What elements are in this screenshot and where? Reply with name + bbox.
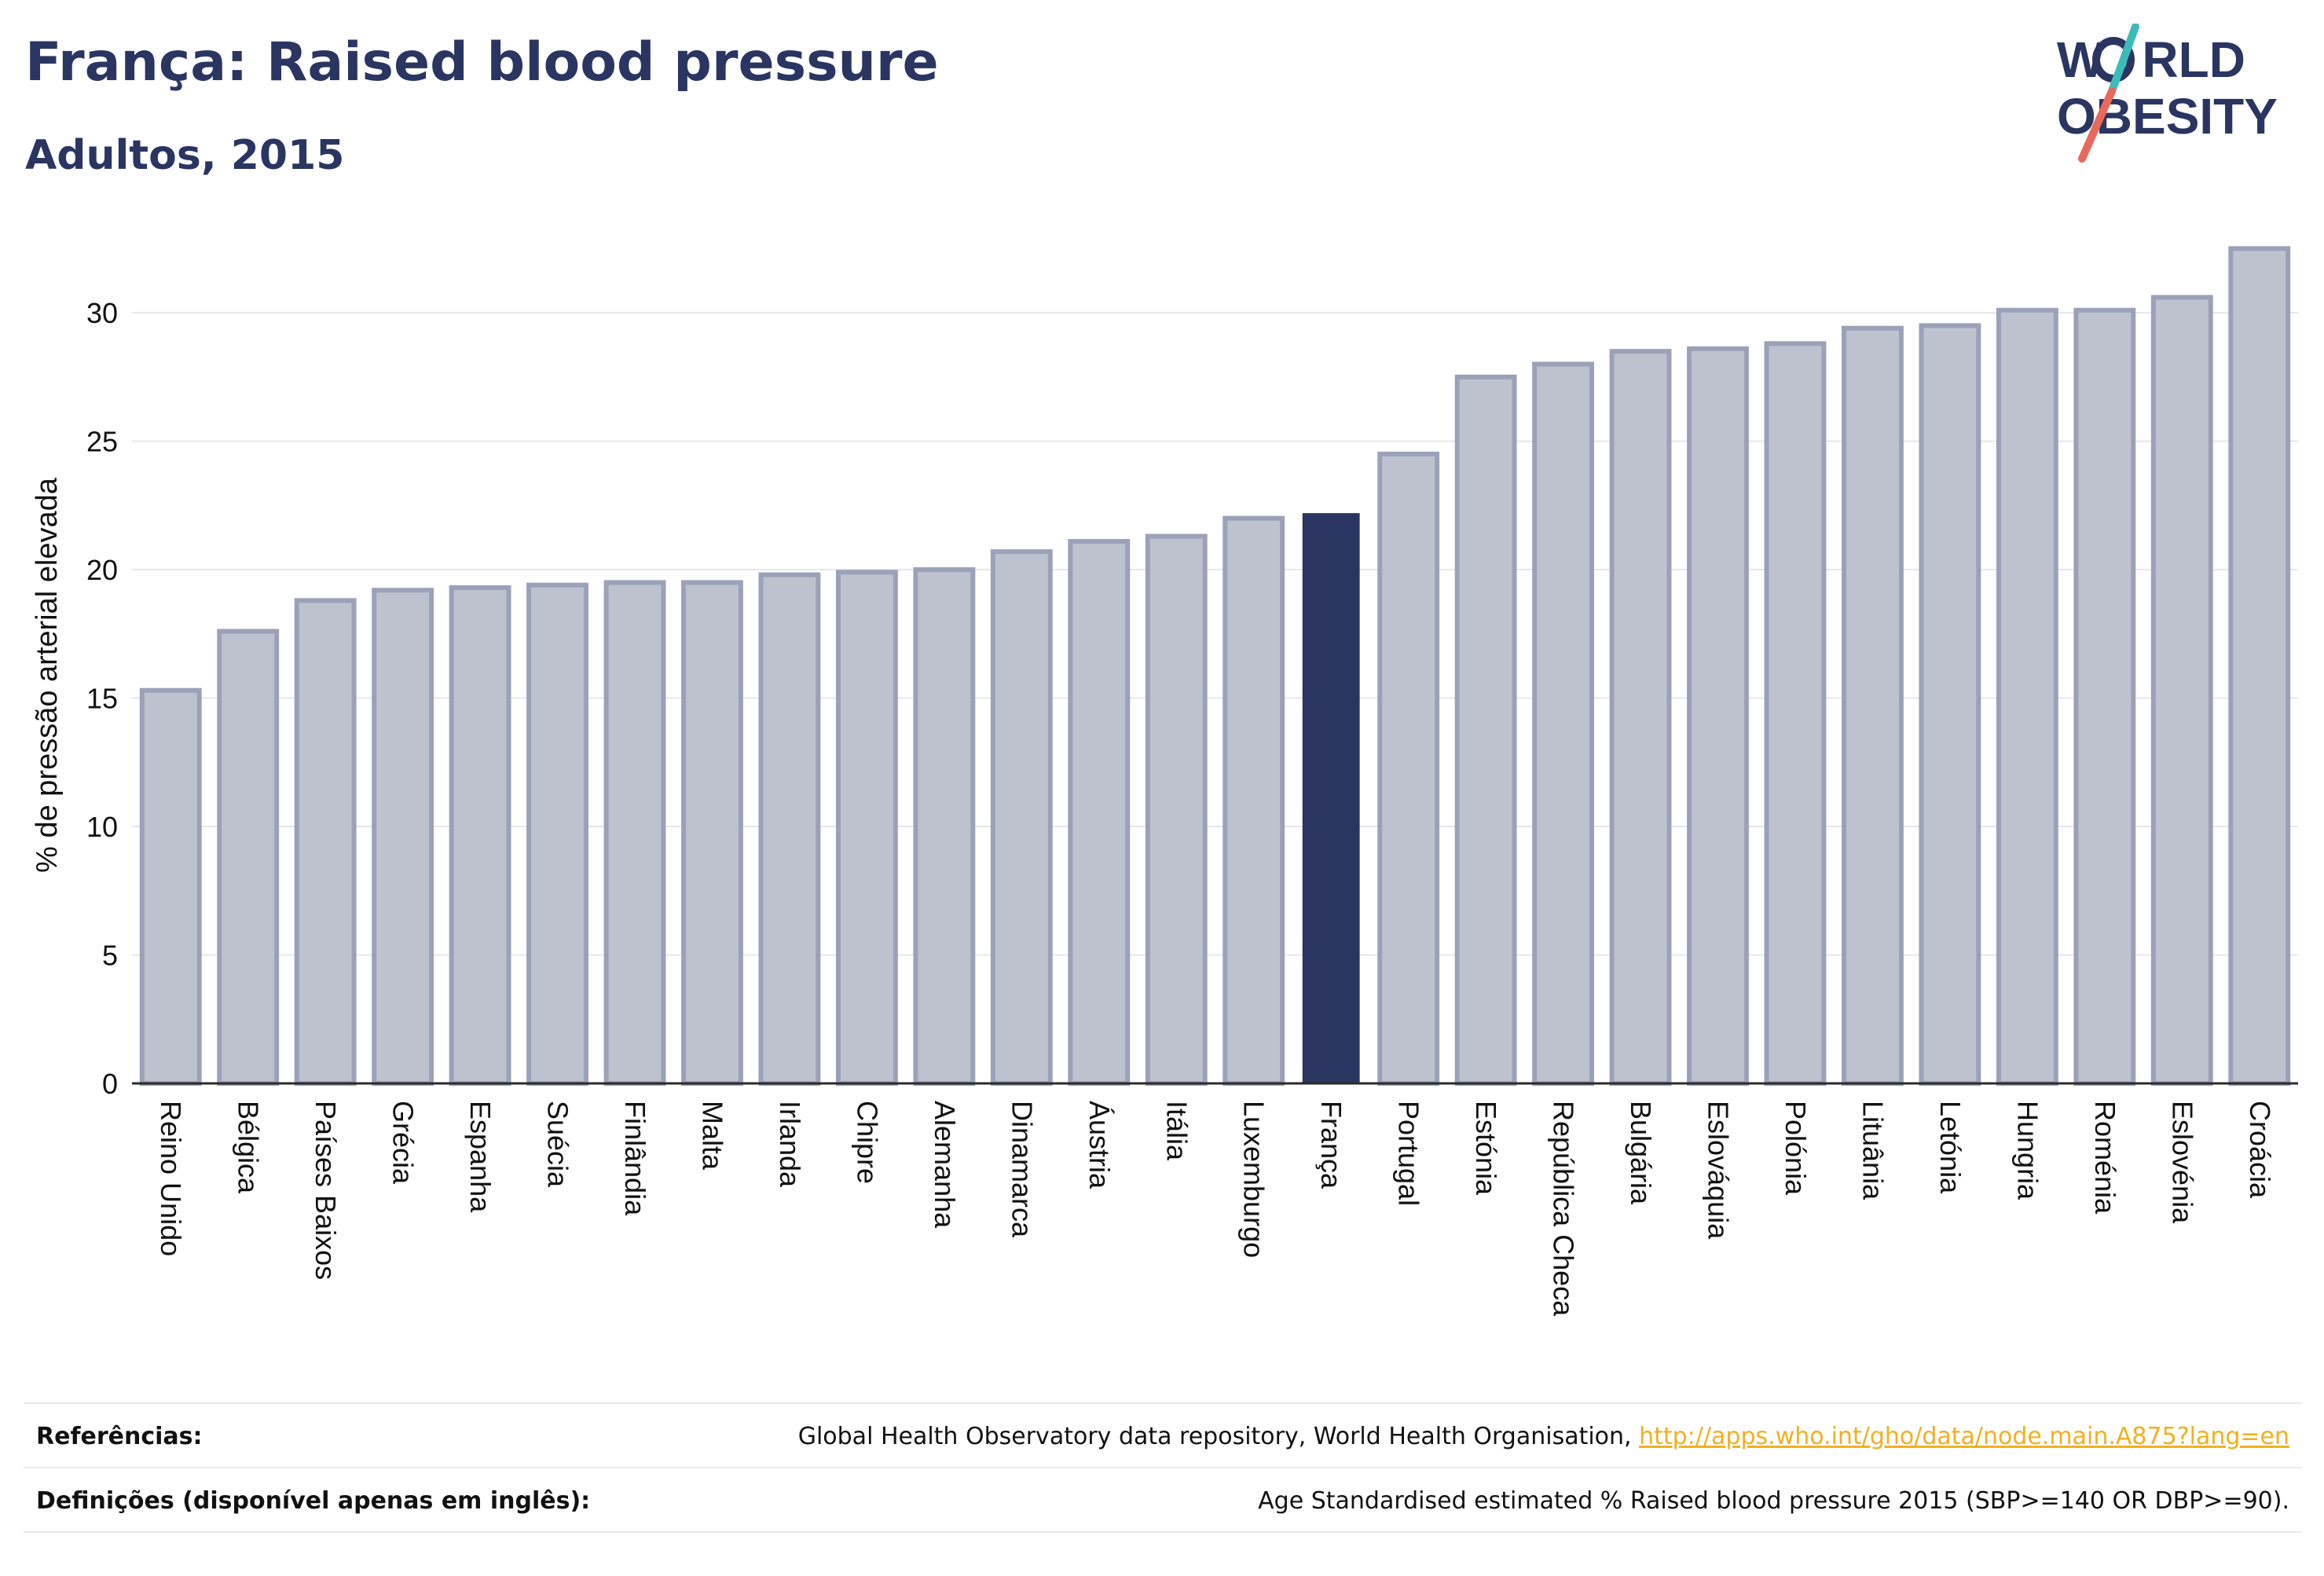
definitions-text: Age Standardised estimated % Raised bloo…: [1258, 1487, 2289, 1515]
x-tick-label: Reino Unido: [155, 1101, 187, 1256]
logo-text-rld: RLD: [2142, 31, 2245, 88]
x-tick-label: Áustria: [1083, 1101, 1116, 1189]
x-tick-label: Eslovénia: [2166, 1101, 2198, 1224]
bar: [217, 629, 280, 1086]
bar: [1532, 361, 1595, 1086]
bar: [913, 567, 976, 1086]
x-tick-label: Malta: [696, 1101, 728, 1171]
x-tick-label: Bélgica: [233, 1101, 265, 1194]
bar: [294, 598, 357, 1086]
bar-chart: 0 5 10 15 20 25 30 Reino Unido Bélgica Países Bai…: [31, 246, 2298, 1317]
x-tick-label: Finlândia: [619, 1101, 651, 1216]
bar: [1764, 341, 1827, 1086]
bar: [603, 580, 666, 1086]
x-tick-label: Eslováquia: [1703, 1101, 1735, 1240]
bar: [2228, 246, 2291, 1086]
bar: [1919, 323, 1981, 1086]
definitions-label: Definições (disponível apenas em inglês)…: [36, 1487, 591, 1515]
bar: [835, 570, 898, 1086]
bar: [1687, 346, 1749, 1087]
bar: [1996, 307, 2058, 1086]
bar: [372, 588, 434, 1086]
references-text: Global Health Observatory data repositor…: [797, 1423, 1632, 1450]
chart-subtitle: Adultos, 2015: [25, 132, 345, 179]
bar: [1609, 349, 1672, 1087]
bar: [526, 582, 588, 1087]
y-tick-label: 15: [86, 683, 118, 715]
bar: [1454, 374, 1517, 1087]
footer-divider: [24, 1531, 2302, 1533]
logo-slash-top: [2108, 24, 2139, 95]
bar: [449, 585, 511, 1086]
references-link[interactable]: http://apps.who.int/gho/data/node.main.A…: [1639, 1423, 2289, 1450]
x-tick-label: Polónia: [1780, 1101, 1812, 1196]
x-tick-label: Chipre: [851, 1101, 883, 1184]
x-tick-label: Suécia: [542, 1101, 574, 1188]
y-tick-label: 20: [86, 554, 118, 586]
bar: [1842, 325, 1904, 1086]
x-tick-label: Luxemburgo: [1238, 1101, 1270, 1258]
bar: [1145, 533, 1208, 1086]
x-tick-label: Dinamarca: [1006, 1101, 1038, 1238]
x-tick-label: Itália: [1160, 1101, 1193, 1161]
svg-text:OBESITY: OBESITY: [2057, 88, 2278, 145]
bar: [2073, 307, 2136, 1086]
bar: [1068, 539, 1131, 1086]
bar: [139, 687, 202, 1087]
x-tick-label: Países Baixos: [310, 1101, 342, 1280]
references-value: Global Health Observatory data repositor…: [798, 1423, 2289, 1450]
world-obesity-logo: W RLD OBESITY: [2057, 24, 2278, 163]
x-tick-label: Bulgária: [1625, 1101, 1657, 1205]
bar: [681, 580, 743, 1086]
references-label: Referências:: [36, 1423, 203, 1450]
y-tick-label: 30: [86, 297, 118, 329]
x-tick-label: República Checa: [1548, 1101, 1580, 1317]
bar: [1377, 451, 1440, 1086]
references-row: Referências: Global Health Observatory d…: [24, 1402, 2302, 1465]
logo-text-besity: BESITY: [2096, 88, 2278, 145]
bar: [758, 572, 821, 1087]
x-tick-label: Lituânia: [1857, 1101, 1889, 1200]
y-axis-label: % de pressão arterial elevada: [31, 477, 64, 873]
chart-title: França: Raised blood pressure: [25, 31, 939, 93]
definitions-row: Definições (disponível apenas em inglês)…: [24, 1467, 2302, 1530]
x-tick-label: Alemanha: [929, 1101, 961, 1229]
bar: [1222, 515, 1285, 1086]
x-tick-label: Irlanda: [774, 1101, 806, 1188]
x-tick-label: Letónia: [1934, 1101, 1967, 1194]
x-tick-label: Espanha: [464, 1101, 497, 1213]
x-tick-label: Hungria: [2011, 1101, 2044, 1200]
bar-highlighted: [1302, 513, 1360, 1083]
x-tick-label: Roménia: [2089, 1101, 2121, 1215]
x-tick-label: França: [1315, 1101, 1347, 1189]
x-tick-label: Grécia: [387, 1101, 420, 1185]
bar: [990, 549, 1053, 1086]
bar: [2150, 295, 2213, 1087]
bars: [139, 246, 2291, 1087]
x-tick-label: Estónia: [1470, 1101, 1502, 1196]
y-tick-label: 5: [102, 940, 118, 972]
y-tick-label: 25: [86, 426, 118, 458]
logo-slash-bottom: [2078, 87, 2116, 163]
x-tick-label: Portugal: [1393, 1101, 1425, 1206]
axes: 0 5 10 15 20 25 30 Reino Unido Bélgica Países Bai…: [86, 297, 2298, 1317]
x-tick-label: Croácia: [2244, 1101, 2276, 1199]
y-tick-label: 0: [102, 1068, 118, 1100]
y-tick-label: 10: [86, 811, 118, 843]
